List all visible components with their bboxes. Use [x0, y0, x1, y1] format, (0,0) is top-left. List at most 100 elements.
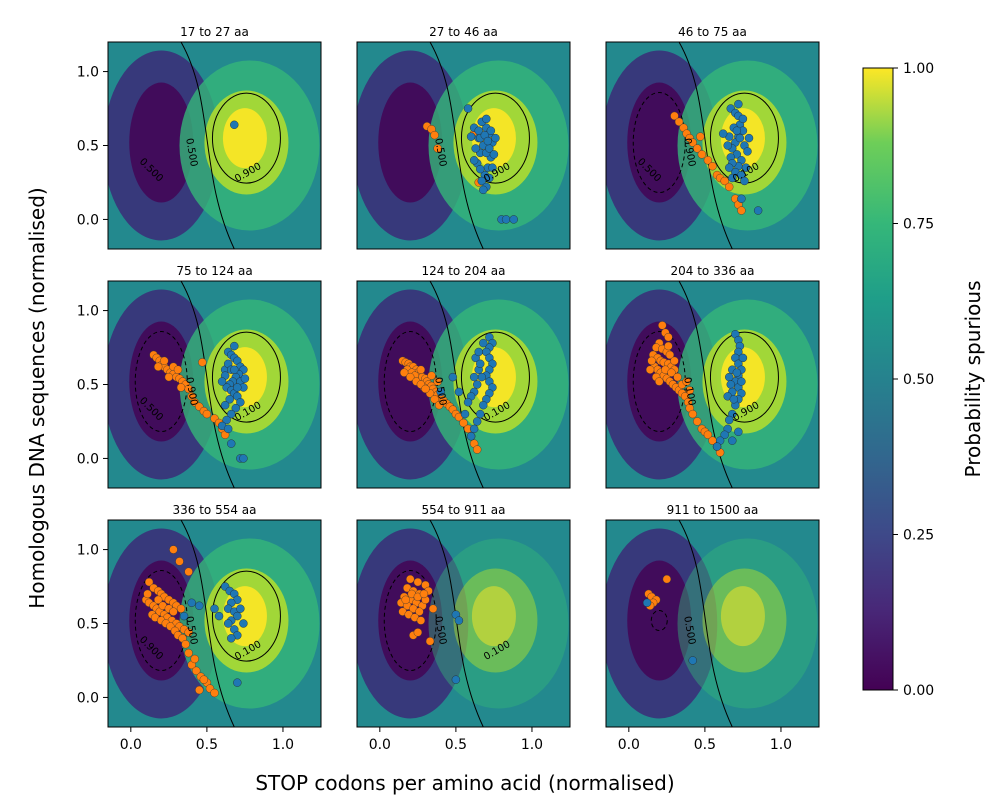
panel-title: 75 to 124 aa	[176, 264, 252, 278]
scatter-point-blue	[688, 656, 697, 665]
scatter-point-blue	[460, 409, 470, 419]
scatter-point-orange	[184, 648, 193, 658]
scatter-point-orange	[173, 365, 183, 374]
y-tick-label: 0.0	[77, 212, 99, 228]
axis-labels: STOP codons per amino acid (normalised) …	[25, 187, 675, 795]
scatter-point-blue	[486, 126, 496, 135]
scatter-point-blue	[217, 377, 227, 386]
panel-title: 911 to 1500 aa	[667, 503, 759, 517]
panel-frame	[605, 41, 820, 250]
scatter-point-blue	[723, 141, 732, 150]
scatter-point-blue	[740, 176, 749, 186]
scatter-point-orange	[670, 111, 679, 121]
contour-label: 0.500	[432, 615, 448, 645]
contour-0.9	[211, 92, 281, 184]
contour-0.1	[134, 570, 188, 672]
contour-label: 0.500	[183, 615, 199, 645]
scatter-point-orange	[665, 350, 675, 360]
scatter-point-orange	[160, 356, 169, 366]
contour-label: 0.900	[681, 137, 697, 167]
probability-field: 0.500	[606, 520, 819, 727]
scatter-point-orange	[154, 362, 163, 371]
x-axis-label: STOP codons per amino acid (normalised)	[255, 771, 674, 795]
scatter-point-blue	[223, 424, 233, 434]
scatter-point-blue	[476, 164, 485, 174]
colorbar-tick-label: 0.50	[903, 372, 934, 388]
y-tick-label: 1.0	[77, 543, 99, 559]
scatter-point-blue	[469, 424, 479, 434]
scatter-point-orange	[176, 604, 186, 613]
scatter-point-orange	[682, 377, 691, 386]
scatter-point-blue	[732, 126, 742, 135]
scatter-point-orange	[708, 161, 717, 171]
scatter-point-orange	[144, 577, 154, 587]
scatter-point-blue	[187, 598, 196, 607]
scatter-point-blue	[451, 675, 461, 684]
scatter-point-blue	[732, 368, 742, 377]
scatter-point-blue	[222, 415, 231, 425]
scatter-point-orange	[647, 356, 656, 366]
scatter-point-orange	[399, 368, 409, 377]
colorbar: 0.00 0.25 0.50 0.75 1.00 Probability spuriou…	[862, 61, 985, 699]
scatter-point-blue	[744, 133, 754, 143]
scatter-point-blue	[469, 372, 479, 382]
scatter-point-blue	[741, 163, 751, 172]
contour-0.5	[180, 520, 235, 727]
scatter-point-orange	[667, 368, 676, 377]
scatter-point-blue	[179, 611, 189, 621]
scatter-point-blue	[476, 359, 485, 368]
scatter-point-orange	[210, 688, 219, 698]
panel-title: 554 to 911 aa	[421, 503, 505, 517]
scatter-point-orange	[198, 358, 207, 367]
scatter-point-blue	[479, 401, 488, 410]
contour-label: 0.500	[432, 137, 448, 167]
colorbar-label: Probability spurious	[961, 281, 985, 478]
contour-0.5	[678, 281, 733, 488]
scatter-point-orange	[181, 640, 190, 649]
scatter-point-orange	[459, 418, 468, 428]
scatter-point-blue	[488, 163, 497, 172]
panel-title: 204 to 336 aa	[670, 264, 754, 278]
scatter-point-orange	[406, 574, 415, 584]
scatter-point-orange	[693, 417, 702, 426]
scatter-point-orange	[658, 321, 667, 330]
scatter-point-orange	[430, 130, 439, 140]
x-tick-label: 0.5	[196, 737, 218, 753]
x-tick-label: 0.5	[445, 737, 467, 753]
scatter-point-blue	[240, 374, 250, 383]
scatter-point-blue	[483, 136, 493, 146]
scatter-point-orange	[421, 384, 430, 394]
scatter-point-blue	[501, 215, 511, 224]
scatter-point-blue	[734, 427, 743, 437]
scatter-point-blue	[725, 163, 734, 172]
scatter-point-blue	[734, 99, 743, 109]
contour-label: 0.900	[183, 376, 199, 406]
scatter-point-blue	[489, 150, 499, 159]
contour-0.9	[709, 331, 779, 423]
scatter-point-orange	[664, 332, 673, 342]
scatter-point-blue	[725, 372, 734, 382]
y-tick-label: 1.0	[77, 304, 99, 320]
scatter-point-orange	[184, 567, 193, 576]
x-tick-label: 0.0	[120, 737, 142, 753]
scatter-point-blue	[479, 185, 488, 195]
scatter-point-blue	[476, 409, 485, 419]
scatter-point-blue	[712, 442, 722, 451]
y-tick-label: 0.0	[77, 690, 99, 706]
scatter-point-blue	[233, 611, 242, 621]
y-tick-label: 1.0	[77, 65, 99, 81]
scatter-point-blue	[230, 120, 239, 130]
scatter-point-blue	[223, 619, 233, 628]
panel-title: 17 to 27 aa	[180, 25, 249, 39]
scatter-point-blue	[210, 604, 219, 613]
contour-0.9	[211, 331, 281, 423]
y-tick-label: 0.5	[77, 139, 99, 155]
